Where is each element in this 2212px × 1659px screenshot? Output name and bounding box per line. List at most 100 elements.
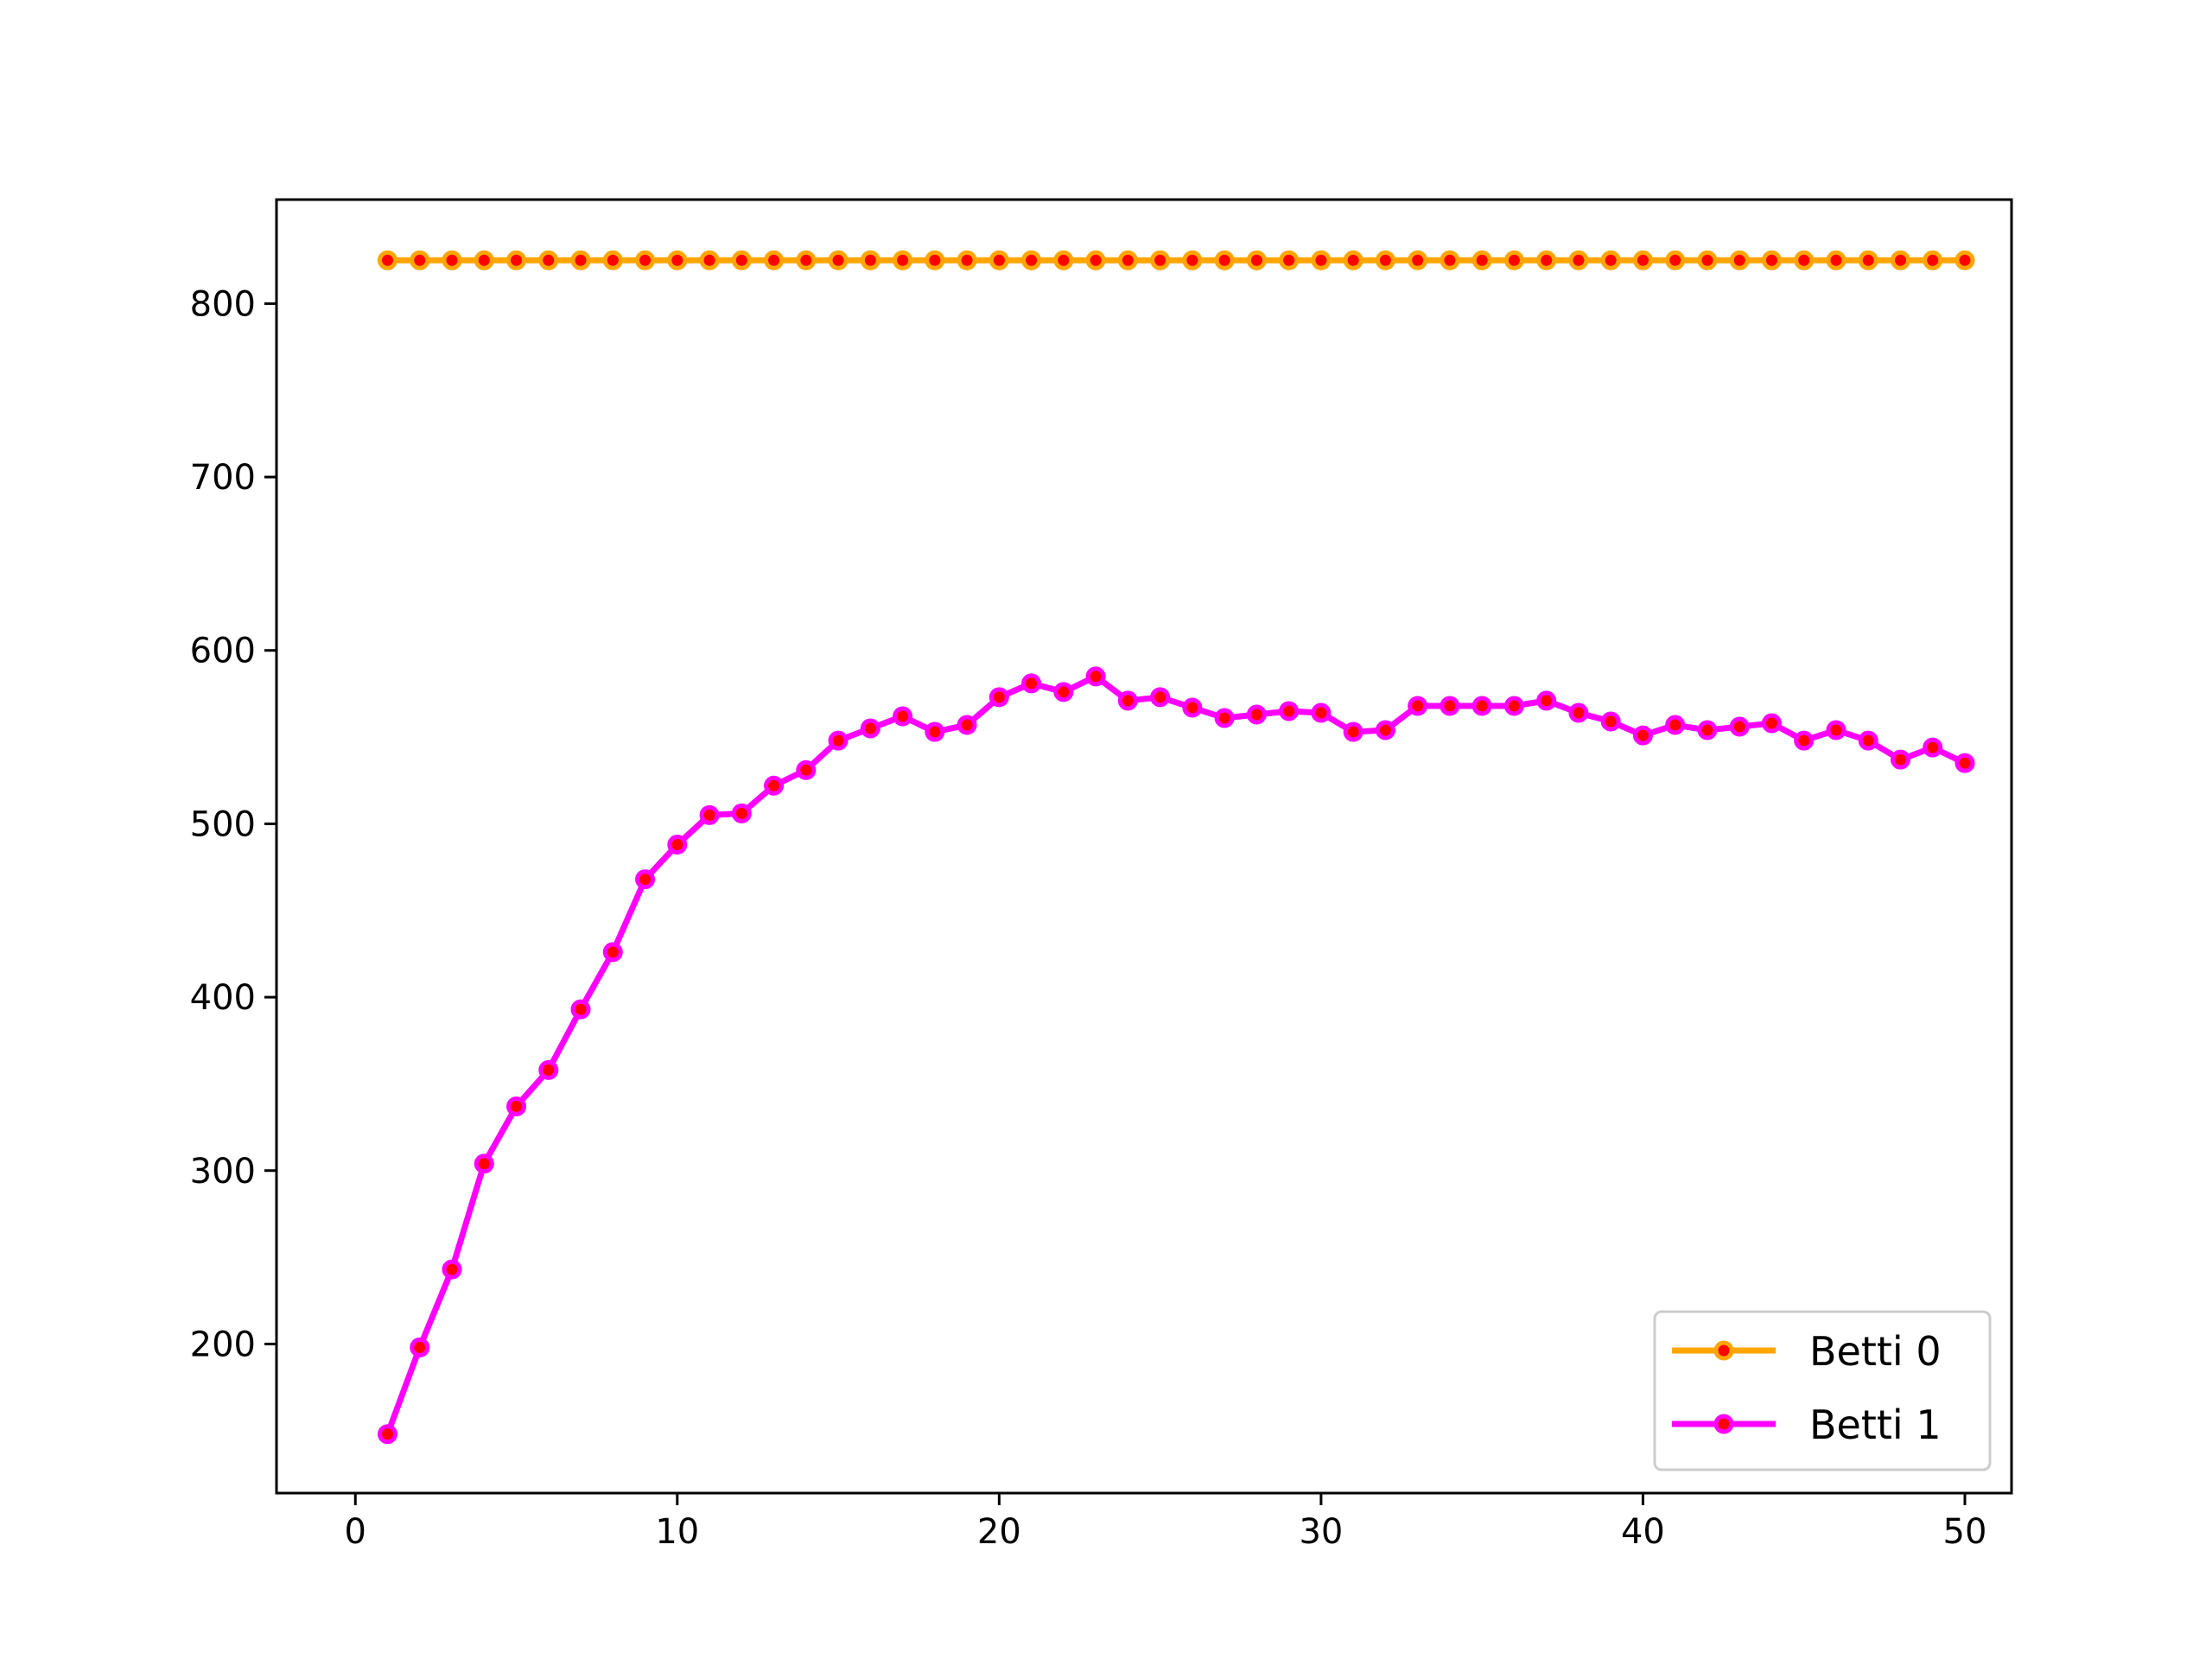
data-point-s0-13 bbox=[764, 250, 785, 270]
data-point-s0-21 bbox=[1021, 250, 1042, 270]
data-point-s1-34 bbox=[1440, 696, 1460, 716]
data-point-s1-32 bbox=[1375, 720, 1395, 741]
legend-label-betti-0: Betti 0 bbox=[1809, 1328, 1942, 1375]
data-point-s0-46 bbox=[1826, 250, 1847, 270]
data-point-s0-49 bbox=[1923, 250, 1943, 270]
y-tick-label-600: 600 bbox=[190, 632, 256, 671]
data-point-s0-1 bbox=[378, 250, 398, 270]
data-point-s1-1 bbox=[378, 1424, 398, 1445]
data-point-s1-47 bbox=[1858, 730, 1878, 751]
data-point-s0-35 bbox=[1471, 250, 1492, 270]
data-point-s0-39 bbox=[1600, 250, 1621, 270]
data-point-s0-24 bbox=[1117, 250, 1138, 270]
data-point-s1-13 bbox=[764, 775, 785, 796]
data-point-s0-4 bbox=[474, 250, 494, 270]
legend-item-betti-1: Betti 1 bbox=[1672, 1402, 1942, 1448]
data-point-s0-40 bbox=[1632, 250, 1653, 270]
data-point-s0-34 bbox=[1440, 250, 1460, 270]
y-tick-label-800: 800 bbox=[190, 284, 256, 324]
data-point-s1-19 bbox=[957, 715, 977, 735]
data-point-s0-9 bbox=[635, 250, 656, 270]
data-point-s1-18 bbox=[925, 721, 945, 742]
y-tick-label-200: 200 bbox=[190, 1325, 256, 1364]
data-point-s0-47 bbox=[1858, 250, 1878, 270]
data-point-s0-3 bbox=[442, 250, 462, 270]
data-point-s1-37 bbox=[1536, 690, 1557, 711]
data-point-s1-6 bbox=[538, 1059, 559, 1080]
data-point-s1-33 bbox=[1408, 696, 1428, 716]
data-point-s1-11 bbox=[699, 804, 720, 825]
data-point-s1-31 bbox=[1343, 721, 1363, 742]
data-point-s1-38 bbox=[1568, 702, 1589, 723]
data-point-s1-28 bbox=[1246, 704, 1267, 725]
data-point-s1-20 bbox=[988, 687, 1009, 708]
data-point-s0-2 bbox=[410, 250, 430, 270]
data-point-s0-41 bbox=[1665, 250, 1686, 270]
data-point-s0-32 bbox=[1375, 250, 1395, 270]
data-point-s0-38 bbox=[1568, 250, 1589, 270]
data-point-s1-35 bbox=[1471, 696, 1492, 716]
data-point-s1-12 bbox=[731, 803, 752, 823]
data-point-s0-12 bbox=[731, 250, 752, 270]
data-point-s0-48 bbox=[1890, 250, 1910, 270]
legend-marker-betti-0 bbox=[1713, 1340, 1734, 1361]
data-point-s0-20 bbox=[988, 250, 1009, 270]
x-tick-label-0: 0 bbox=[345, 1512, 366, 1552]
data-point-s1-50 bbox=[1955, 753, 1975, 773]
data-point-s1-36 bbox=[1503, 696, 1524, 716]
data-point-s0-44 bbox=[1761, 250, 1782, 270]
data-point-s1-2 bbox=[410, 1337, 430, 1357]
x-tick-label-20: 20 bbox=[977, 1512, 1021, 1552]
data-point-s0-28 bbox=[1246, 250, 1267, 270]
data-point-s0-37 bbox=[1536, 250, 1557, 270]
data-point-s0-11 bbox=[699, 250, 720, 270]
data-point-s1-3 bbox=[442, 1259, 462, 1280]
data-point-s1-23 bbox=[1085, 666, 1106, 687]
data-point-s1-39 bbox=[1600, 711, 1621, 732]
data-point-s1-49 bbox=[1923, 737, 1943, 758]
series-layer bbox=[378, 250, 1975, 1445]
legend: Betti 0 Betti 1 bbox=[1653, 1310, 1992, 1471]
data-point-s1-40 bbox=[1632, 725, 1653, 746]
data-point-s1-29 bbox=[1279, 701, 1300, 721]
data-point-s0-7 bbox=[570, 250, 591, 270]
x-tick-label-40: 40 bbox=[1621, 1512, 1665, 1552]
data-point-s0-22 bbox=[1053, 250, 1074, 270]
y-axis: 200 300 400 500 600 700 800 bbox=[190, 284, 276, 1364]
x-axis: 0 10 20 30 40 50 bbox=[345, 1493, 1987, 1552]
y-tick-label-500: 500 bbox=[190, 804, 256, 844]
data-point-s0-15 bbox=[828, 250, 849, 270]
y-tick-label-700: 700 bbox=[190, 458, 256, 498]
data-point-s1-45 bbox=[1794, 730, 1815, 751]
data-point-s1-4 bbox=[474, 1154, 494, 1174]
data-point-s0-45 bbox=[1794, 250, 1815, 270]
y-tick-label-400: 400 bbox=[190, 978, 256, 1018]
data-point-s1-42 bbox=[1697, 720, 1718, 741]
plot-frame bbox=[275, 198, 2013, 1495]
data-point-s0-5 bbox=[506, 250, 527, 270]
data-point-s0-25 bbox=[1150, 250, 1171, 270]
data-point-s1-21 bbox=[1021, 673, 1042, 694]
x-tick-label-50: 50 bbox=[1943, 1512, 1987, 1552]
data-point-s0-31 bbox=[1343, 250, 1363, 270]
data-point-s1-5 bbox=[506, 1096, 527, 1117]
data-point-s1-44 bbox=[1761, 713, 1782, 734]
data-point-s1-30 bbox=[1311, 702, 1332, 723]
data-point-s0-26 bbox=[1182, 250, 1203, 270]
data-point-s1-24 bbox=[1117, 690, 1138, 711]
data-point-s1-17 bbox=[893, 706, 913, 727]
data-point-s1-15 bbox=[828, 730, 849, 751]
data-point-s1-43 bbox=[1729, 716, 1750, 737]
x-tick-label-10: 10 bbox=[655, 1512, 699, 1552]
data-point-s0-43 bbox=[1729, 250, 1750, 270]
data-point-s1-25 bbox=[1150, 687, 1171, 708]
data-point-s1-41 bbox=[1665, 715, 1686, 735]
legend-item-betti-0: Betti 0 bbox=[1672, 1328, 1942, 1375]
data-point-s1-8 bbox=[602, 942, 623, 963]
x-tick-label-30: 30 bbox=[1299, 1512, 1343, 1552]
data-point-s1-14 bbox=[796, 760, 817, 780]
data-point-s0-50 bbox=[1955, 250, 1975, 270]
data-point-s1-22 bbox=[1053, 682, 1074, 702]
data-point-s0-27 bbox=[1214, 250, 1235, 270]
